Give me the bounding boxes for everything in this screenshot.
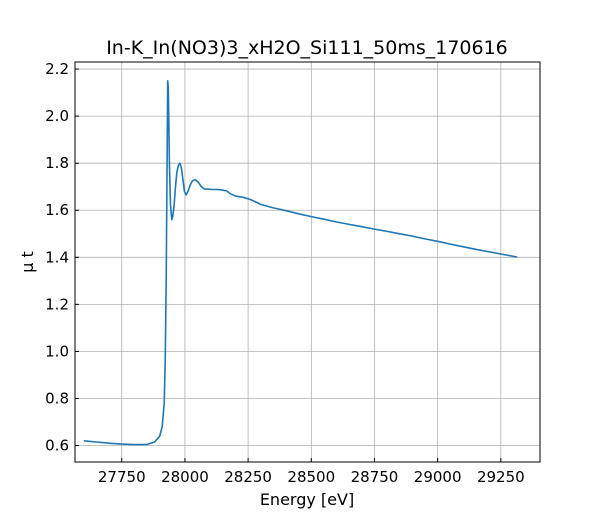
y-tick-label: 2.0 xyxy=(45,107,69,125)
x-tick-label: 28000 xyxy=(161,468,209,486)
y-axis-ticks: 0.6 0.8 1.0 1.2 1.4 1.6 1.8 2.0 2.2 xyxy=(45,60,79,455)
x-axis-ticks: 27750 28000 28250 28500 28750 29000 29250 xyxy=(98,458,525,486)
y-tick-label: 0.6 xyxy=(45,437,69,455)
chart-title: In-K_In(NO3)3_xH2O_Si111_50ms_170616 xyxy=(106,37,508,59)
y-tick-label: 2.2 xyxy=(45,60,69,78)
x-tick-label: 28750 xyxy=(351,468,399,486)
y-tick-label: 1.8 xyxy=(45,154,69,172)
y-tick-label: 1.2 xyxy=(45,295,69,313)
x-tick-label: 29250 xyxy=(477,468,525,486)
grid-lines xyxy=(75,62,540,462)
x-tick-label: 28250 xyxy=(224,468,272,486)
plot-frame xyxy=(74,61,541,463)
y-tick-label: 1.6 xyxy=(45,201,69,219)
x-tick-label: 27750 xyxy=(98,468,146,486)
x-tick-label: 29000 xyxy=(414,468,462,486)
y-tick-label: 0.8 xyxy=(45,389,69,407)
series-line xyxy=(83,80,518,446)
x-axis-label: Energy [eV] xyxy=(260,490,354,509)
y-tick-label: 1.4 xyxy=(45,248,69,266)
y-tick-label: 1.0 xyxy=(45,342,69,360)
series-layer xyxy=(83,80,518,446)
x-tick-label: 28500 xyxy=(287,468,335,486)
plot-area xyxy=(75,62,540,462)
y-axis-label: μ t xyxy=(18,251,37,273)
